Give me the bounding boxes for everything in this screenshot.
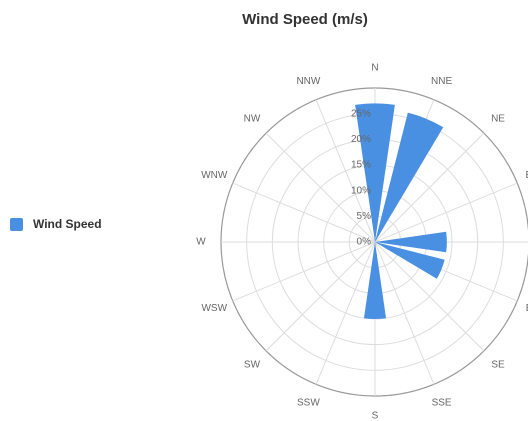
direction-label-wsw: WSW — [201, 303, 227, 314]
spoke-line — [265, 132, 376, 243]
legend-label: Wind Speed — [33, 217, 102, 231]
radial-tick-label: 25% — [351, 108, 371, 119]
bar-e — [375, 231, 447, 253]
direction-label-ne: NE — [491, 114, 505, 125]
direction-label-nne: NNE — [431, 76, 452, 87]
bar-n — [355, 103, 395, 242]
spoke-line — [315, 99, 376, 243]
direction-label-n: N — [371, 63, 378, 74]
direction-label-nw: NW — [244, 114, 261, 125]
radial-tick-label: 10% — [351, 185, 371, 196]
legend-swatch — [10, 217, 23, 231]
bar-s — [363, 242, 387, 319]
radial-tick-label: 20% — [351, 134, 371, 145]
bar-ese — [375, 242, 445, 279]
direction-label-s: S — [372, 411, 379, 421]
spoke-line — [374, 241, 435, 385]
spoke-line — [374, 132, 485, 243]
direction-label-se: SE — [491, 360, 505, 371]
direction-label-sse: SSE — [432, 397, 452, 408]
spoke-line — [232, 241, 376, 302]
spoke-line — [374, 241, 485, 352]
direction-label-nnw: NNW — [296, 76, 320, 87]
radial-tick-label: 5% — [357, 211, 372, 222]
direction-label-ssw: SSW — [297, 397, 320, 408]
bar-nne — [375, 112, 444, 242]
spoke-line — [315, 241, 376, 385]
direction-label-wnw: WNW — [201, 170, 228, 181]
spoke-line — [374, 182, 518, 243]
chart-title: Wind Speed (m/s) — [242, 11, 368, 28]
radial-tick-label: 0% — [357, 237, 372, 248]
direction-label-ene: ENE — [525, 170, 528, 181]
direction-label-sw: SW — [244, 360, 261, 371]
spoke-line — [265, 241, 376, 352]
spoke-line — [232, 182, 376, 243]
legend[interactable]: Wind Speed — [10, 217, 102, 231]
direction-label-w: W — [196, 237, 206, 248]
radial-tick-label: 15% — [351, 160, 371, 171]
direction-label-ese: ESE — [526, 303, 528, 314]
